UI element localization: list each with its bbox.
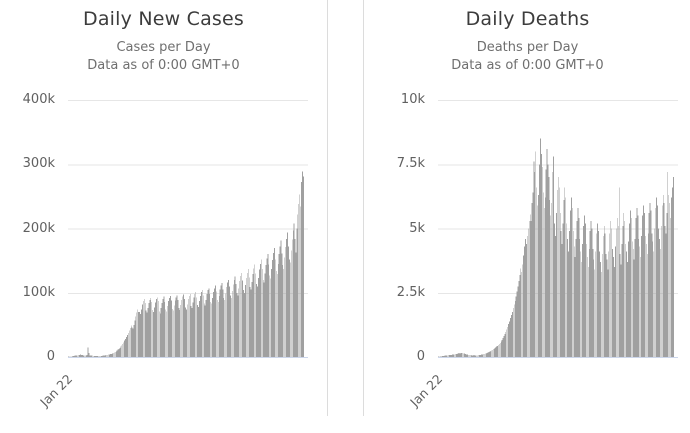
chart-subtitle-line2: Data as of 0:00 GMT+0 [87,58,240,73]
y-tick-label: 400k [22,92,55,107]
chart-subtitle-line1: Cases per Day [116,40,211,55]
x-axis-first-label: Jan 22 [407,371,446,410]
chart-subtitle-line1: Deaths per Day [476,40,579,55]
daily-new-cases-panel: Daily New Cases Cases per Day Data as of… [0,0,328,416]
chart-title: Daily New Cases [83,8,244,30]
y-tick-label: 300k [22,156,55,172]
y-tick-label: 0 [416,349,425,364]
chart-title: Daily Deaths [465,8,590,30]
y-tick-label: 0 [46,349,55,364]
y-tick-label: 7.5k [396,156,425,172]
chart-subtitle: Deaths per Day Data as of 0:00 GMT+0 [364,39,690,75]
bars-layer [438,138,674,358]
chart-subtitle-line2: Data as of 0:00 GMT+0 [451,58,604,73]
daily-deaths-panel: Daily Deaths Deaths per Day Data as of 0… [363,0,690,416]
y-tick-label: 2.5k [396,284,425,300]
y-tick-label: 10k [400,92,425,107]
chart-subtitle: Cases per Day Data as of 0:00 GMT+0 [0,39,327,75]
y-tick-label: 100k [22,284,55,300]
y-tick-label: 200k [22,220,55,236]
plot-area[interactable] [68,100,308,359]
y-axis-labels: 400k 300k 200k 100k 0 [0,92,55,364]
bars-layer [68,171,304,358]
plot-area[interactable] [438,100,678,359]
y-axis-labels: 10k 7.5k 5k 2.5k 0 [364,92,425,364]
y-tick-label: 5k [409,220,425,236]
x-axis-first-label: Jan 22 [37,371,76,410]
